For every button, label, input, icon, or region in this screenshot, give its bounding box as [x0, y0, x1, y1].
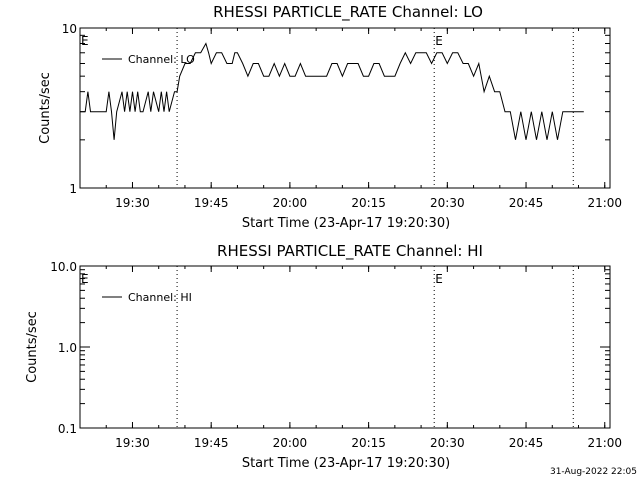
y-tick-label: 0.1: [58, 422, 77, 436]
footer-timestamp: 31-Aug-2022 22:05: [550, 467, 637, 477]
chart-title: RHESSI PARTICLE_RATE Channel: HI: [217, 242, 483, 261]
y-axis-label: Counts/sec: [25, 311, 40, 383]
x-tick-label: 19:45: [194, 436, 229, 450]
eclipse-marker: E: [81, 34, 89, 48]
x-tick-label: 19:30: [115, 436, 150, 450]
x-axis-label: Start Time (23-Apr-17 19:20:30): [242, 216, 450, 231]
eclipse-marker: E: [81, 272, 89, 286]
y-tick-label: 1.0: [58, 341, 77, 355]
x-tick-label: 20:45: [509, 196, 544, 210]
plot-frame: [79, 27, 611, 189]
y-axis-label: Counts/sec: [38, 72, 53, 144]
x-axis-label: Start Time (23-Apr-17 19:20:30): [242, 456, 450, 471]
x-tick-label: 20:15: [351, 196, 386, 210]
x-tick-label: 19:30: [115, 196, 150, 210]
x-tick-label: 20:15: [351, 436, 386, 450]
panel-hi: RHESSI PARTICLE_RATE Channel: HI Start T…: [25, 242, 622, 471]
x-tick-label: 20:30: [430, 436, 465, 450]
x-tick-label: 19:45: [194, 196, 229, 210]
x-tick-label: 20:45: [509, 436, 544, 450]
x-tick-label: 21:00: [587, 436, 622, 450]
panel-lo: RHESSI PARTICLE_RATE Channel: LO Start T…: [38, 3, 622, 231]
x-tick-label: 20:30: [430, 196, 465, 210]
y-tick-label: 1: [69, 182, 77, 196]
y-tick-label: 10: [62, 22, 77, 36]
eclipse-marker: E: [435, 272, 443, 286]
legend-label: Channel: HI: [128, 291, 192, 304]
x-tick-label: 21:00: [587, 196, 622, 210]
y-tick-label: 10.0: [50, 260, 77, 274]
x-tick-label: 20:00: [273, 196, 308, 210]
legend-label: Channel: LO: [128, 53, 195, 66]
series-line-lo: [80, 42, 584, 140]
x-tick-label: 20:00: [273, 436, 308, 450]
eclipse-marker: E: [435, 34, 443, 48]
chart-title: RHESSI PARTICLE_RATE Channel: LO: [213, 3, 483, 22]
